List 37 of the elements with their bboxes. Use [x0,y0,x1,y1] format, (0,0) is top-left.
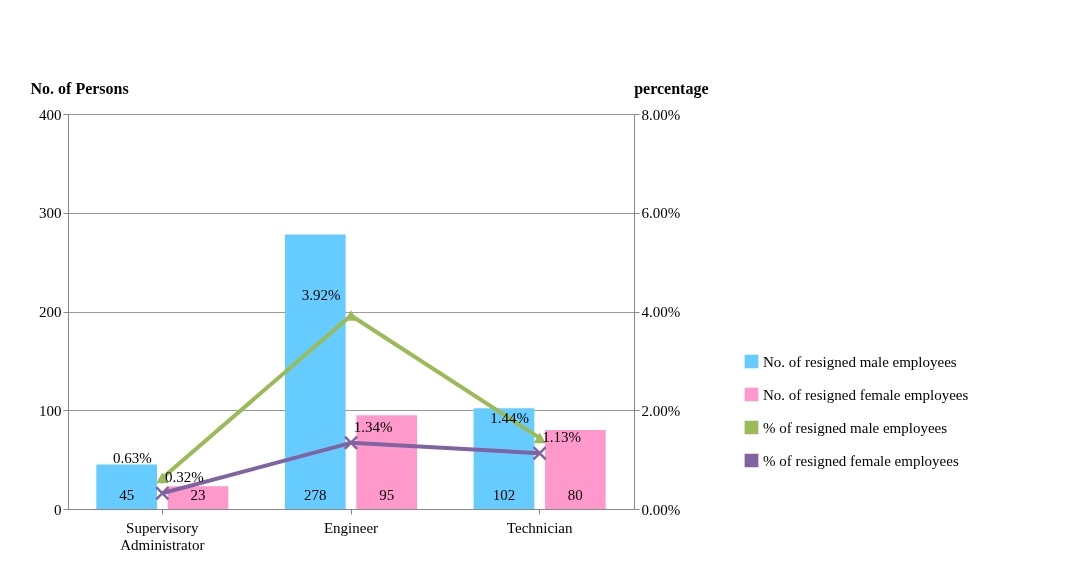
data-label: 0.63% [112,449,152,466]
bar [284,234,346,509]
y-tick-label: 0 [54,501,62,518]
x-tick-label: Engineer [323,519,379,536]
data-label: 45 [119,487,135,503]
point [343,435,359,451]
data-label: 102 [492,487,516,503]
y2-tick-label: 6.00% [641,205,681,222]
data-label: 80 [567,487,583,503]
bar [545,430,606,509]
data-label: 1.13% [542,429,582,446]
data-label: 3.92% [301,287,341,304]
y2-tick-label: 8.00% [641,106,681,123]
data-label: 95 [379,487,395,503]
y-tick-label: 300 [39,205,62,222]
data-label: 23 [190,487,206,503]
y2-tick-label: 4.00% [641,304,681,320]
data-label: 1.34% [353,418,393,435]
x-tick-label: Supervisory Administrator [120,519,205,553]
legend-label: No. of resigned male employees [763,353,957,370]
legend-label: % of resigned female employees [763,452,959,469]
legend-label: No. of resigned female employees [763,386,969,403]
bar [356,415,418,509]
y2-tick-label: 2.00% [641,402,681,419]
y2-axis-title: percentage [634,79,709,98]
y-axis-title: No. of Persons [30,79,129,97]
y-tick-label: 400 [39,106,62,123]
point [532,445,548,461]
y-tick-label: 200 [39,304,62,320]
y2-tick-label: 0.00% [641,501,681,518]
legend-label: % of resigned male employees [763,419,948,436]
data-label: 278 [304,487,327,503]
y-tick-label: 100 [39,402,62,419]
point [154,485,170,501]
x-tick-label: Technician [506,519,573,536]
data-label: 0.32% [164,469,204,486]
bar [96,464,157,509]
